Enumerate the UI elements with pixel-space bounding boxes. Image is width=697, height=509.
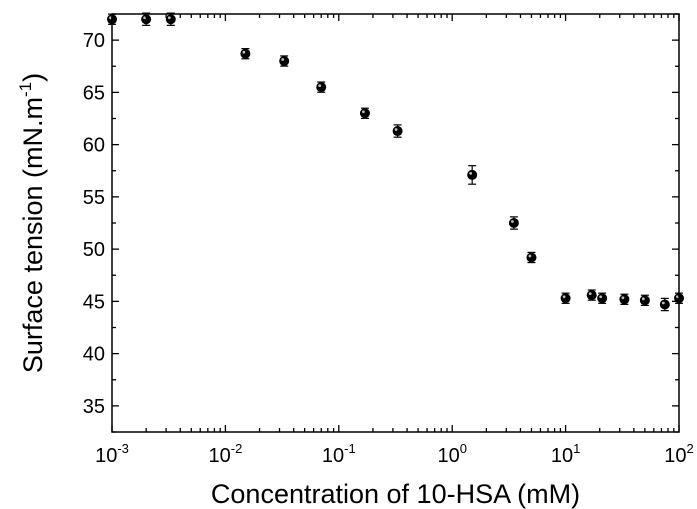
data-point-highlight [109, 16, 112, 20]
data-point [619, 294, 630, 305]
data-point-highlight [281, 58, 285, 61]
data-point-highlight [588, 292, 592, 296]
data-point-highlight [318, 84, 322, 88]
y-axis-label-exponent: -1 [16, 82, 35, 97]
data-point-highlight [661, 301, 665, 305]
data-point-highlight [469, 172, 473, 175]
y-axis-label: Surface tension (mN.m-1) [16, 73, 48, 373]
data-point-highlight [562, 295, 566, 299]
data-point [359, 108, 370, 119]
x-tick-label: 102 [664, 441, 693, 467]
y-tick-label: 55 [83, 187, 105, 209]
y-tick-label: 35 [83, 396, 105, 418]
data-point [165, 14, 176, 25]
data-point [392, 126, 403, 137]
y-tick-label: 65 [83, 82, 105, 104]
data-point [279, 56, 290, 67]
data-point-highlight [394, 128, 398, 131]
data-point [639, 295, 650, 306]
data-point [586, 290, 597, 301]
y-tick-label: 60 [83, 135, 105, 157]
data-point [508, 218, 519, 228]
data-point-highlight [143, 16, 147, 20]
data-point [467, 169, 478, 180]
plot-frame [111, 13, 680, 433]
x-tick-label: 101 [551, 441, 580, 467]
x-axis-label: Concentration of 10-HSA (mM) [211, 479, 580, 509]
data-point [659, 299, 670, 310]
data-point-highlight [362, 110, 365, 114]
data-point [240, 48, 251, 59]
y-tick-label: 50 [83, 239, 105, 261]
chart-marks [107, 12, 684, 312]
data-point-highlight [528, 254, 532, 258]
data-point-highlight [676, 295, 679, 299]
x-tick-label: 100 [437, 441, 466, 467]
y-axis-label-close: ) [18, 73, 48, 82]
data-point [526, 252, 537, 263]
y-tick-label: 40 [83, 344, 105, 366]
y-axis-label-main: Surface tension (mN.m [18, 97, 48, 373]
data-point-highlight [641, 297, 645, 301]
data-point [560, 293, 571, 304]
data-point-highlight [167, 16, 171, 20]
x-tick-label: 10-2 [208, 441, 242, 467]
x-tick-label: 10-3 [95, 441, 129, 467]
axis-ticks: 10-3 10-2 10-1 100 101 102 35 40 45 50 55 60 65 70 [83, 13, 694, 467]
data-point [316, 82, 327, 93]
x-tick-label: 10-1 [322, 441, 356, 467]
y-tick-label: 45 [83, 291, 105, 313]
data-point [141, 14, 152, 25]
y-tick-label: 70 [83, 30, 105, 52]
data-point-highlight [621, 296, 625, 300]
data-point-highlight [599, 295, 603, 299]
data-point [597, 293, 608, 304]
data-point-highlight [242, 50, 246, 54]
data-point-highlight [510, 220, 514, 223]
